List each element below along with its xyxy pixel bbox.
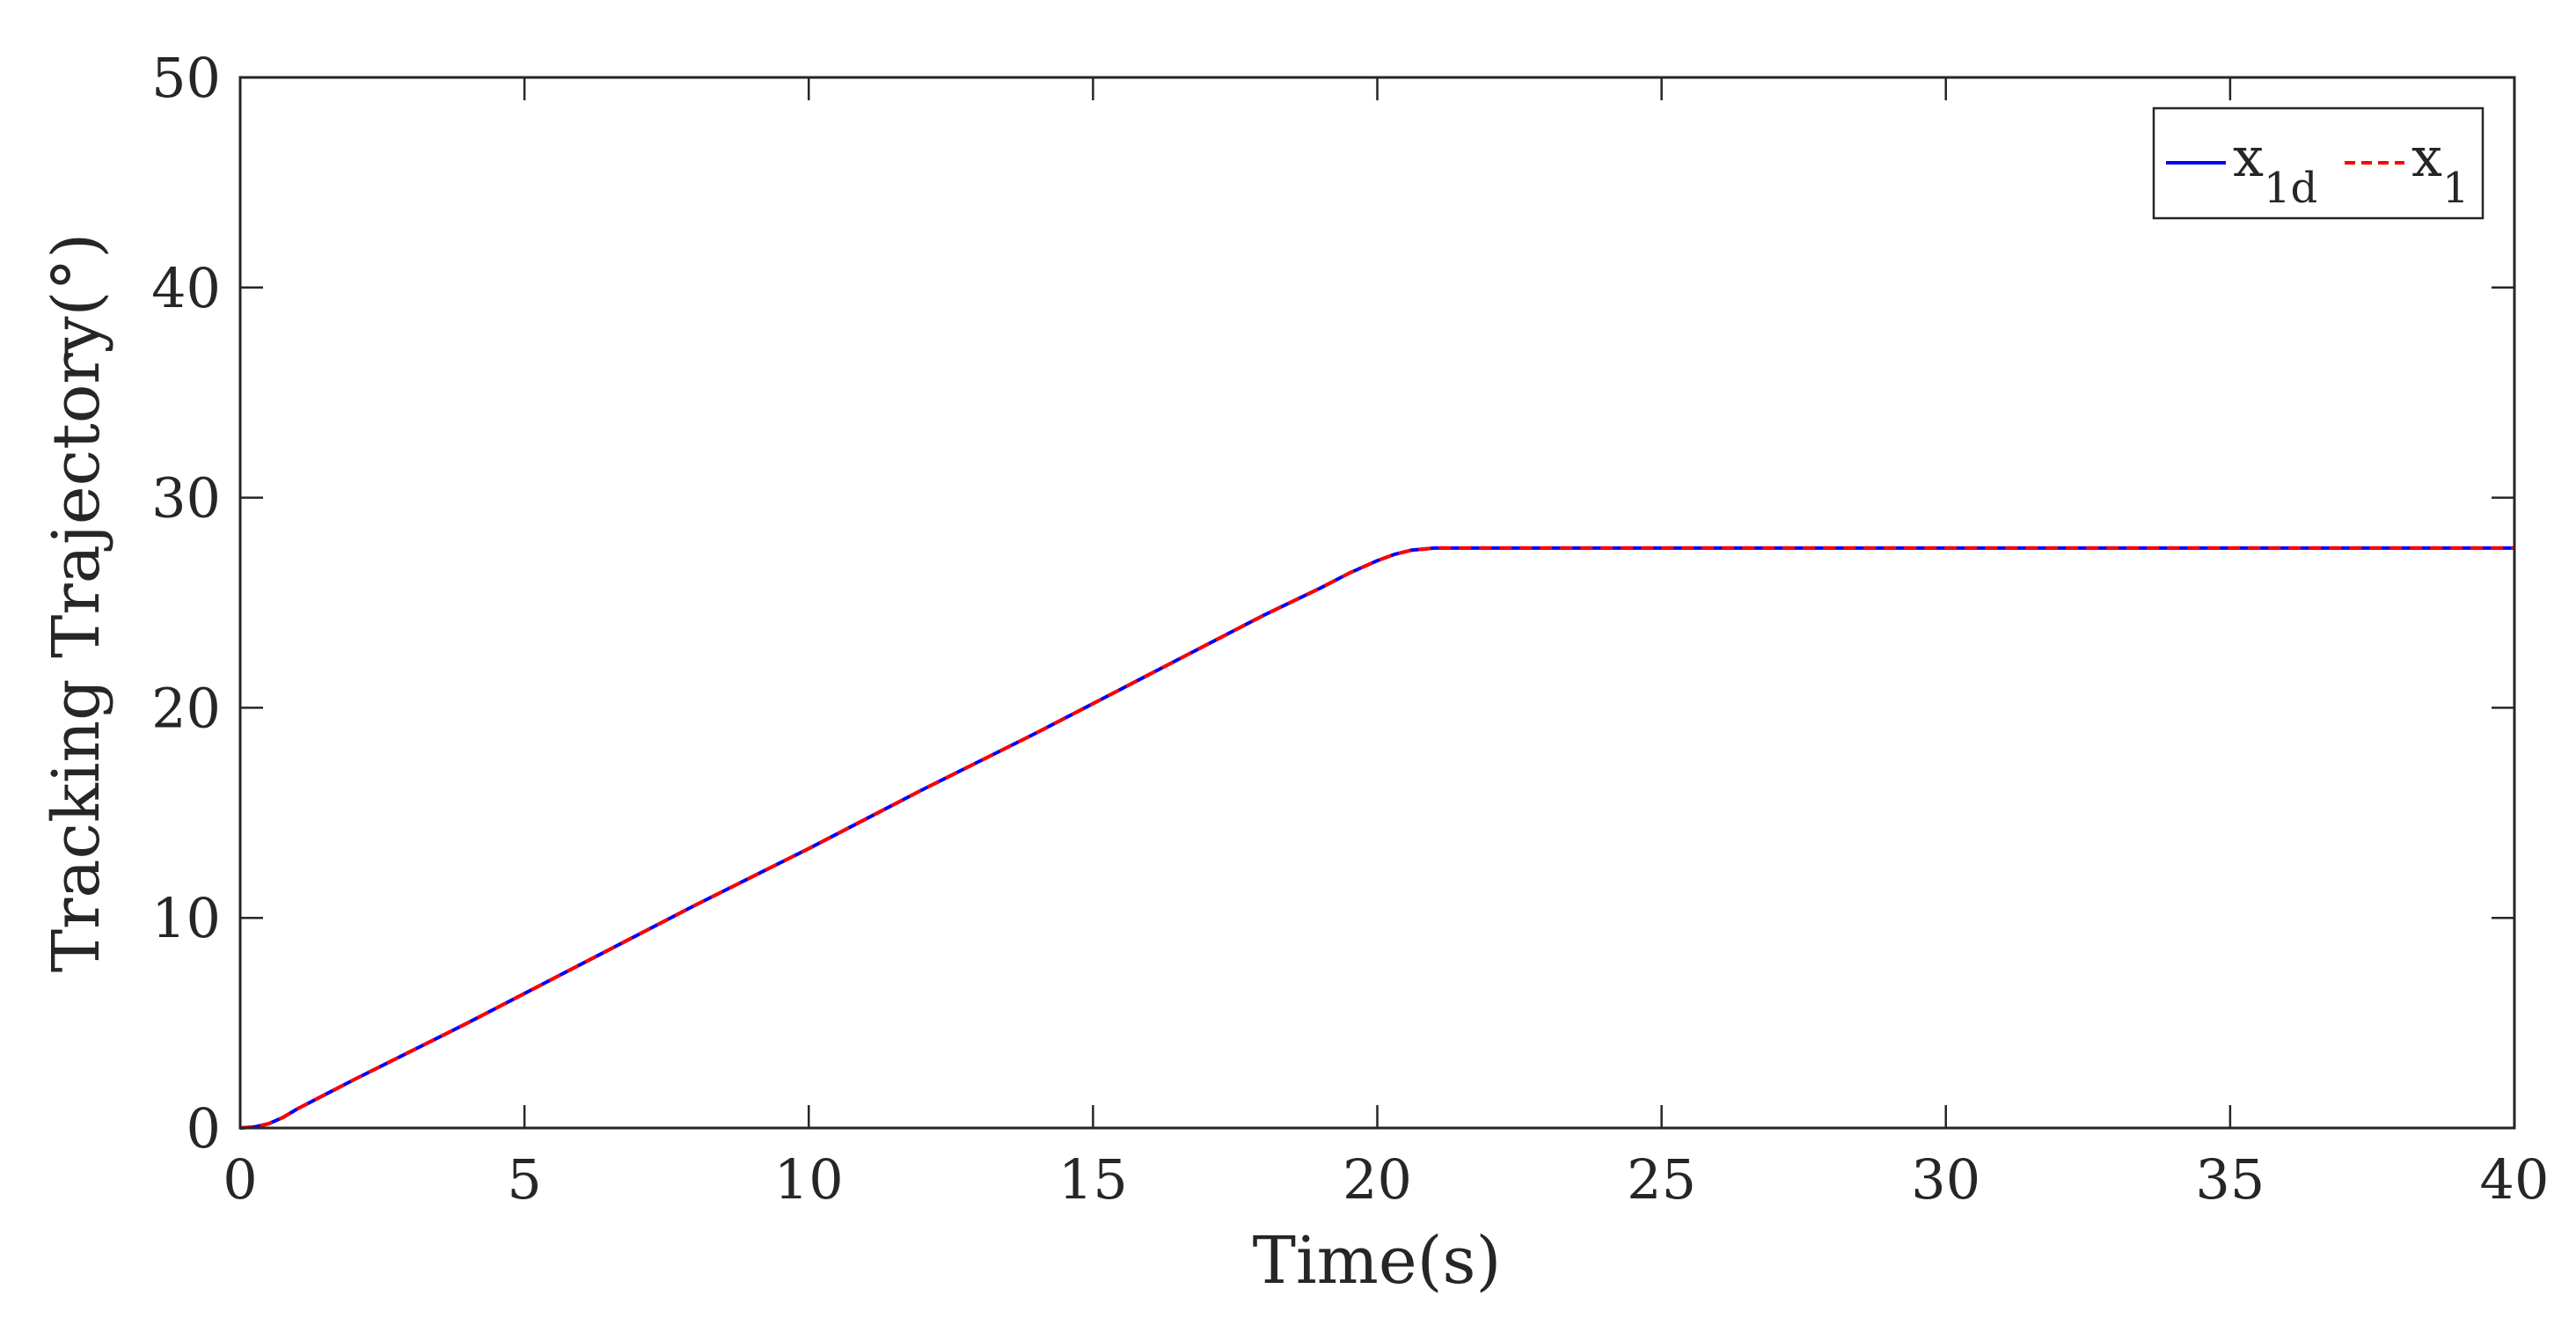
x-tick-label: 40: [2480, 1147, 2550, 1212]
x-tick-label: 10: [774, 1147, 844, 1212]
y-tick-label: 0: [187, 1096, 221, 1161]
y-tick-label: 30: [151, 466, 221, 531]
plot-background: [240, 77, 2514, 1128]
legend-label-x1d-sub: 1d: [2264, 164, 2317, 213]
y-tick-label: 50: [151, 46, 221, 110]
x-tick-label: 35: [2195, 1147, 2265, 1212]
x-tick-label: 0: [223, 1147, 257, 1212]
legend-label-x1-sub: 1: [2442, 164, 2470, 213]
x-axis: 0 5 10 15 20 25 30 35 40: [223, 77, 2549, 1212]
x-tick-label: 25: [1627, 1147, 1696, 1212]
x-axis-label: Time(s): [1253, 1223, 1502, 1299]
legend: x1d x1: [2152, 106, 2485, 220]
x-tick-label: 15: [1058, 1147, 1128, 1212]
y-tick-label: 20: [151, 676, 221, 740]
x-tick-label: 5: [507, 1147, 541, 1212]
series-layer: [239, 546, 2514, 1130]
y-tick-label: 40: [151, 256, 221, 320]
y-tick-label: 10: [151, 886, 221, 950]
legend-label-x1: x1: [2411, 125, 2470, 213]
y-axis-label: Tracking Trajectory(°): [39, 233, 114, 973]
series-line-x1: [239, 546, 2514, 1130]
x-tick-label: 20: [1343, 1147, 1412, 1212]
legend-label-x1d-base: x: [2233, 125, 2264, 189]
y-axis: 0 10 20 30 40 50: [151, 46, 2514, 1161]
legend-label-x1d: x1d: [2233, 125, 2317, 213]
legend-label-x1-base: x: [2411, 125, 2442, 189]
x-tick-label: 30: [1911, 1147, 1980, 1212]
